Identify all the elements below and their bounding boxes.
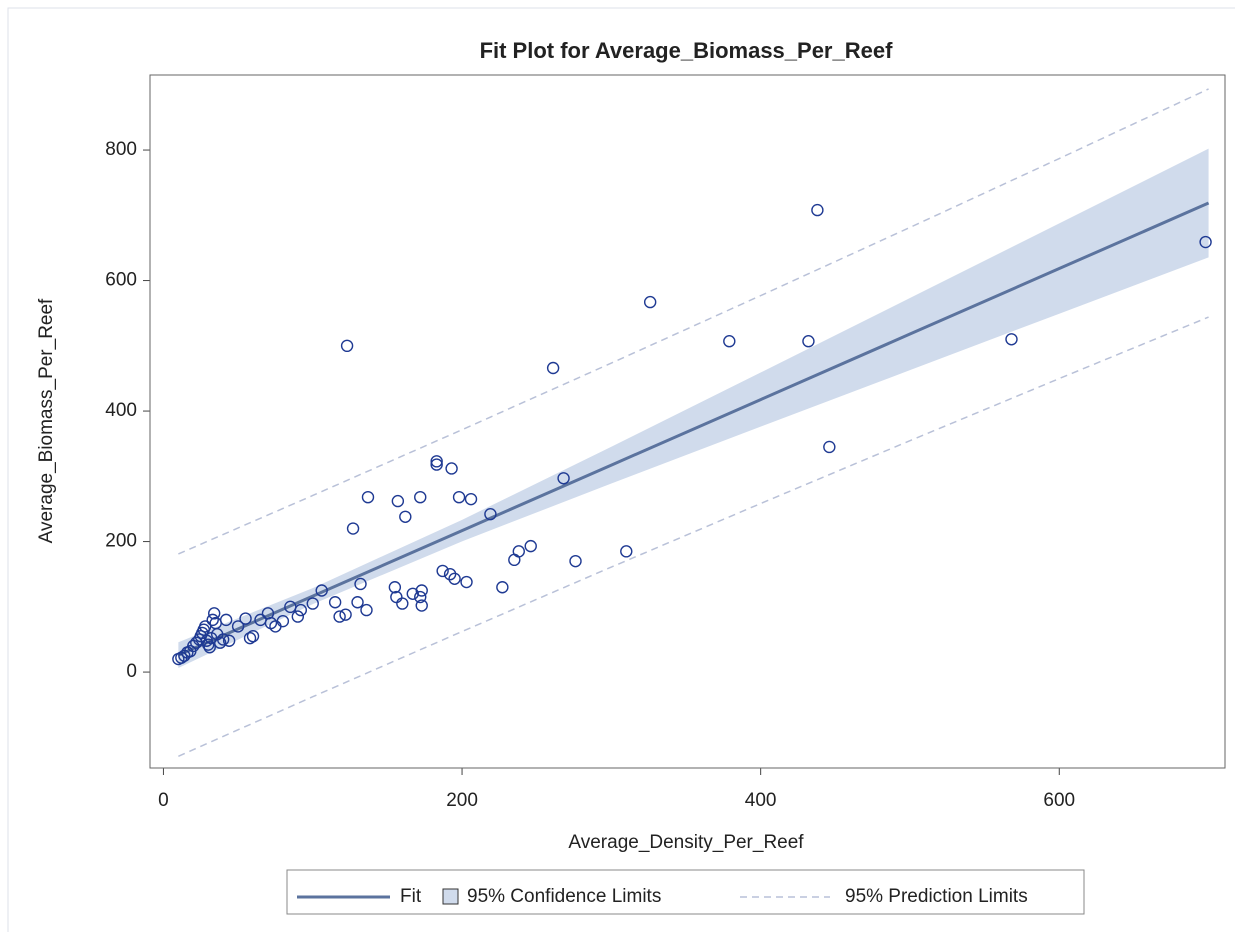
data-point — [430, 455, 443, 468]
data-point — [508, 553, 521, 567]
data-point — [351, 596, 364, 609]
data-point — [430, 458, 443, 471]
legend-label: Fit — [400, 886, 422, 907]
data-point — [406, 587, 419, 600]
data-point — [231, 620, 245, 633]
y-axis-label: Average_Biomass_Per_Reef — [36, 298, 57, 543]
data-point — [464, 492, 478, 506]
data-point — [276, 614, 290, 628]
data-point — [239, 612, 252, 625]
data-point — [1199, 235, 1212, 249]
data-point — [354, 577, 367, 591]
data-point — [399, 510, 412, 523]
data-point — [339, 608, 352, 621]
legend-label: 95% Prediction Limits — [845, 886, 1028, 907]
data-point — [415, 584, 428, 597]
page-border — [7, 7, 1235, 932]
data-point — [361, 490, 375, 504]
y-tick-label: 600 — [105, 270, 137, 291]
chart-title: Fit Plot for Average_Biomass_Per_Reef — [480, 38, 894, 63]
data-point — [620, 545, 633, 558]
data-point — [306, 597, 319, 610]
data-point — [246, 629, 260, 643]
data-point — [388, 581, 402, 594]
data-point — [294, 603, 307, 617]
fit-line — [177, 201, 1210, 657]
data-point — [823, 440, 836, 454]
data-point — [199, 620, 212, 633]
data-point — [1005, 333, 1018, 346]
data-point — [484, 507, 497, 521]
data-point — [569, 554, 582, 568]
data-point — [333, 610, 346, 623]
data-point — [340, 339, 354, 353]
data-point — [414, 490, 427, 504]
x-axis-label: Average_Density_Per_Reef — [568, 832, 804, 853]
data-point — [445, 462, 458, 475]
data-point — [222, 634, 236, 647]
data-point — [346, 522, 360, 535]
data-point — [723, 335, 736, 348]
plot-frame — [149, 74, 1226, 769]
data-point — [546, 361, 560, 375]
data-point — [452, 490, 466, 504]
prediction-limit — [178, 88, 1209, 555]
data-point — [216, 633, 230, 646]
data-point — [557, 472, 570, 485]
data-point — [643, 295, 657, 309]
data-point — [496, 581, 509, 594]
data-point — [315, 584, 328, 597]
data-point — [206, 613, 219, 627]
x-tick-label: 400 — [745, 790, 777, 811]
legend-label: 95% Confidence Limits — [467, 886, 661, 907]
x-tick-label: 600 — [1043, 790, 1075, 811]
y-tick-label: 200 — [105, 531, 137, 552]
data-point — [512, 545, 525, 558]
data-point — [291, 610, 305, 623]
y-tick-label: 0 — [126, 661, 137, 682]
data-point — [219, 613, 233, 627]
data-point — [524, 539, 537, 553]
legend-confidence-swatch — [442, 888, 459, 905]
data-point — [360, 603, 373, 617]
data-point — [202, 638, 215, 651]
data-point — [415, 599, 428, 612]
data-point — [203, 641, 216, 654]
data-point — [396, 597, 409, 610]
data-point — [414, 590, 427, 604]
data-point — [391, 494, 405, 508]
confidence-band — [178, 148, 1209, 668]
prediction-limit — [178, 316, 1209, 757]
legend-box — [286, 869, 1085, 915]
data-point — [436, 564, 449, 578]
data-point — [448, 572, 461, 585]
data-point — [443, 567, 457, 581]
data-point — [460, 575, 473, 589]
x-tick-label: 200 — [446, 790, 478, 811]
data-point — [802, 335, 815, 348]
data-point — [811, 203, 824, 217]
x-tick-label: 0 — [158, 790, 169, 811]
y-tick-label: 400 — [105, 400, 137, 421]
data-point — [208, 607, 221, 620]
y-tick-label: 800 — [105, 139, 137, 160]
data-point — [328, 596, 342, 609]
data-point — [213, 636, 227, 649]
data-point — [243, 631, 257, 645]
